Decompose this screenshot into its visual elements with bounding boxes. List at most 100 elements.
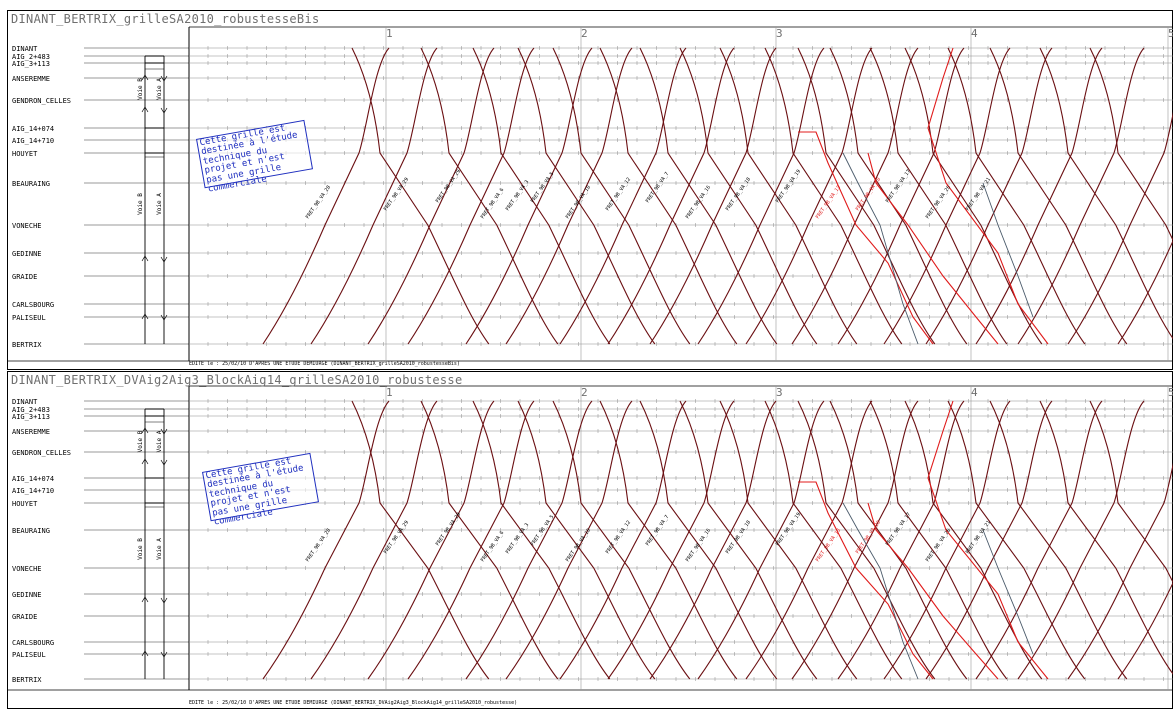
train-label: FRET_9B_VA_17	[885, 169, 912, 205]
edit-note: EDITE le : 25/02/10 D'APRES UNE ETUDE DE…	[189, 361, 460, 367]
train-label: FRET_9B_VA_29	[435, 169, 462, 205]
train-path-grey	[982, 182, 1034, 318]
train-path-grey	[842, 502, 919, 680]
train-label: FRET_9B_VA_10	[565, 185, 592, 221]
train-path-down	[904, 400, 1043, 680]
hour-label: 3	[776, 27, 783, 40]
station-label: ANSEREMME	[12, 428, 50, 436]
train-label: FRET_9B_VA_6	[480, 530, 506, 563]
train-path-down	[1039, 47, 1173, 340]
train-path-down	[829, 47, 968, 345]
hour-label: 4	[971, 386, 978, 399]
train-path-up	[1017, 47, 1145, 345]
train-path-highlight	[927, 400, 1049, 680]
train-path-down	[1089, 400, 1173, 584]
train-path-down	[639, 47, 778, 345]
train-path-down	[947, 47, 1086, 345]
train-path-down	[420, 47, 559, 345]
station-label: AIG_2+483	[12, 406, 50, 414]
train-path-down	[764, 47, 903, 345]
station-label: GRAIDE	[12, 273, 37, 281]
train-label: FRET_9B_VA_18	[725, 177, 752, 213]
train-path-grey	[982, 529, 1034, 655]
train-path-up	[505, 400, 633, 680]
train-path-highlight	[867, 152, 999, 345]
train-label: FRET_9B_VA_12	[605, 520, 632, 556]
train-label: FRET_9B_VA_19	[775, 512, 802, 548]
station-label: VONECHE	[12, 565, 42, 573]
station-label: BEAURAING	[12, 527, 50, 535]
train-path-up	[791, 47, 919, 345]
train-path-up	[559, 400, 687, 680]
train-path-up	[262, 47, 390, 345]
station-label: HOUYET	[12, 500, 38, 508]
train-path-highlight	[798, 131, 934, 345]
train-label: FRET_9B_VA_29	[435, 512, 462, 548]
timetable-panel-top: DINANT AIG_2+483 AIG_3+113 ANSEREMME GENDRON…	[7, 10, 1173, 370]
voie-b-label: Voie B	[137, 430, 144, 452]
station-label: ANSEREMME	[12, 75, 50, 83]
hour-label: 4	[971, 27, 978, 40]
voie-a-label: Voie A	[156, 193, 163, 215]
station-label: BERTRIX	[12, 341, 42, 349]
edit-note: EDITE le : 25/02/10 D'APRES UNE ETUDE DE…	[189, 700, 518, 706]
arrow-down-icon	[160, 256, 168, 263]
hour-label: 5	[1168, 386, 1173, 399]
train-path-down	[517, 400, 656, 680]
station-label: DINANT	[12, 45, 38, 53]
arrow-up-icon	[141, 74, 149, 81]
hour-label: 1	[386, 386, 393, 399]
train-path-down	[904, 47, 1043, 345]
train-path-up	[837, 47, 965, 345]
train-path-highlight	[867, 502, 999, 680]
train-path-up	[649, 47, 777, 345]
train-label: FRET_9B_VA_13	[815, 528, 842, 564]
station-label: HOUYET	[12, 150, 38, 158]
train-path-up	[367, 400, 495, 680]
train-path-down	[797, 47, 936, 345]
train-path-down	[719, 47, 858, 345]
arrow-down-icon	[160, 428, 168, 435]
arrow-up-icon	[141, 313, 149, 320]
train-label: FRET_9B_VA_16	[685, 185, 712, 221]
station-label: BERTRIX	[12, 676, 42, 684]
voie-a-label: Voie A	[156, 538, 163, 560]
train-label: FRET_9B_VA_29	[383, 177, 410, 213]
train-label: FRET_9B_VA_10	[565, 528, 592, 564]
arrow-down-icon	[160, 314, 168, 321]
station-label: GEDINNE	[12, 250, 42, 258]
station-label: PALISEUL	[12, 651, 46, 659]
train-path-down	[639, 400, 778, 680]
arrow-down-icon	[160, 597, 168, 604]
train-path-down	[679, 400, 818, 680]
train-path-down	[599, 47, 738, 345]
train-path-up	[1067, 462, 1173, 680]
train-label: FRET_9B_VA_3	[505, 179, 531, 212]
train-path-down	[1039, 400, 1173, 675]
timetable-panel-bottom: DINANT AIG_2+483 AIG_3+113 ANSEREMME GENDRON…	[7, 371, 1173, 709]
station-label: GRAIDE	[12, 613, 37, 621]
train-label: FRET_9B_VA_7	[645, 171, 671, 204]
arrow-down-icon	[160, 107, 168, 114]
train-label: FRET_9B_VA_6	[480, 187, 506, 220]
arrow-up-icon	[141, 458, 149, 465]
arrow-up-icon	[141, 255, 149, 262]
station-label: GENDRON_CELLES	[12, 449, 71, 457]
train-path-down	[989, 400, 1128, 680]
station-label: AIG_2+483	[12, 53, 50, 61]
hour-label: 2	[581, 386, 588, 399]
panel-title: DINANT_BERTRIX_grilleSA2010_robustesseBi…	[11, 12, 320, 26]
hour-label: 5	[1168, 27, 1173, 40]
train-path-up	[925, 47, 1053, 345]
station-label: AIG_14+710	[12, 487, 54, 495]
hour-label: 1	[386, 27, 393, 40]
train-path-up	[697, 47, 825, 345]
station-label: PALISEUL	[12, 314, 46, 322]
arrow-up-icon	[141, 650, 149, 657]
train-label: FRET_9B_VA_28	[305, 185, 332, 221]
arrow-up-icon	[141, 427, 149, 434]
train-path-up	[697, 400, 825, 680]
